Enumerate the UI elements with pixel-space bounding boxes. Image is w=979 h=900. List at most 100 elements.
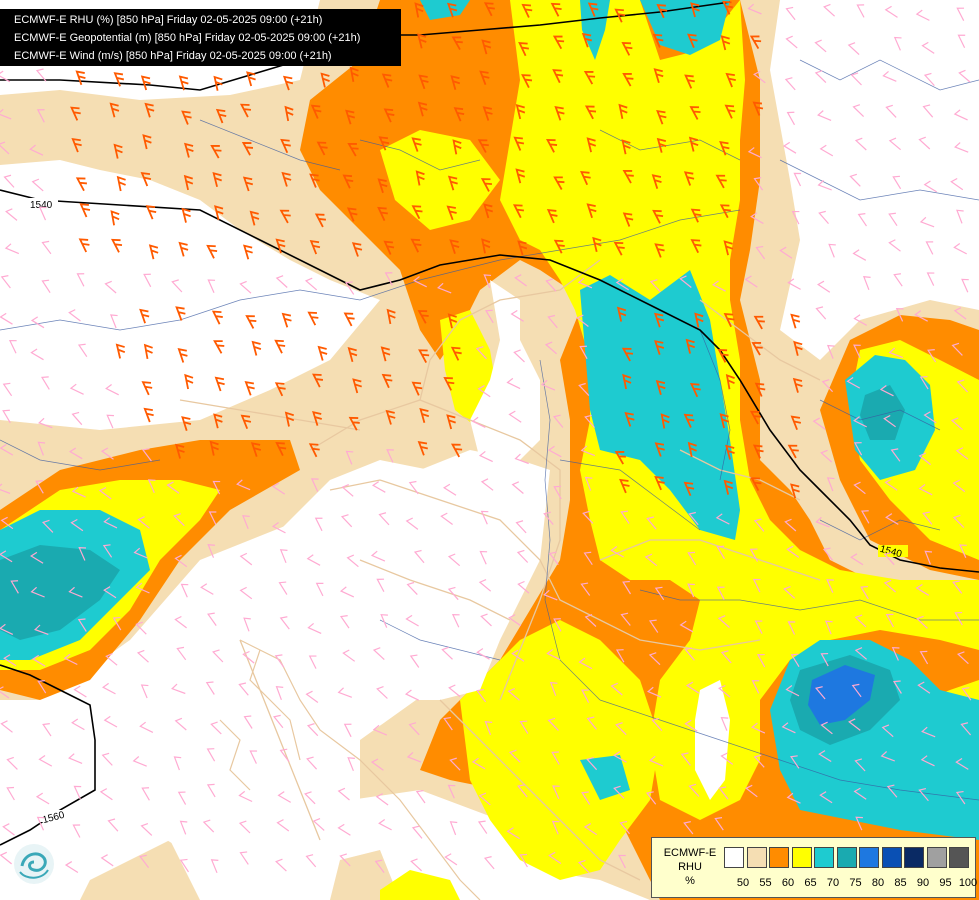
wind-barb-icon bbox=[917, 681, 931, 694]
wind-barb-icon bbox=[30, 348, 44, 361]
wind-barb-icon bbox=[518, 42, 530, 57]
wind-barb-icon bbox=[312, 373, 324, 388]
wind-barb-icon bbox=[581, 791, 591, 805]
legend-tick-label: 80 bbox=[871, 877, 885, 889]
wind-barb-icon bbox=[444, 853, 458, 866]
wind-barb-icon bbox=[141, 787, 150, 801]
wind-barb-icon bbox=[507, 687, 520, 701]
wind-barb-icon bbox=[415, 789, 426, 804]
wind-barb-icon bbox=[279, 748, 290, 762]
wind-barb-icon bbox=[820, 652, 829, 667]
wind-barb-icon bbox=[860, 585, 869, 600]
wind-barb-icon bbox=[955, 758, 969, 770]
wind-barb-icon bbox=[37, 441, 46, 456]
wind-barb-icon bbox=[824, 620, 833, 635]
wind-barb-icon bbox=[884, 5, 898, 18]
wind-barb-icon bbox=[242, 650, 255, 664]
wind-barb-icon bbox=[447, 313, 458, 329]
wind-barb-icon bbox=[754, 382, 766, 397]
wind-barb-icon bbox=[411, 825, 423, 839]
wind-barb-icon bbox=[103, 715, 118, 728]
wind-barb-icon bbox=[787, 621, 796, 635]
wind-barb-icon bbox=[214, 376, 225, 392]
wind-barb-icon bbox=[479, 550, 488, 565]
wind-barb-icon bbox=[826, 344, 835, 359]
wind-barb-icon bbox=[68, 447, 83, 460]
wind-barb-icon bbox=[140, 75, 151, 91]
wind-barb-icon bbox=[148, 244, 159, 260]
wind-barb-icon bbox=[275, 275, 288, 288]
wind-barb-icon bbox=[0, 108, 12, 120]
wind-barb-icon bbox=[280, 138, 291, 154]
wind-barb-icon bbox=[654, 475, 665, 491]
wind-barb-icon bbox=[174, 717, 187, 731]
wind-barb-icon bbox=[250, 442, 262, 457]
wind-barb-icon bbox=[347, 143, 359, 157]
wind-barb-icon bbox=[883, 579, 896, 593]
wind-barb-icon bbox=[275, 238, 286, 254]
wind-barb-icon bbox=[480, 478, 494, 491]
wind-barb-icon bbox=[337, 823, 351, 836]
wind-barb-icon bbox=[41, 240, 52, 255]
wind-barb-icon bbox=[951, 342, 963, 356]
wind-barb-icon bbox=[242, 176, 254, 192]
wind-barb-icon bbox=[347, 347, 358, 363]
wind-barb-icon bbox=[655, 379, 666, 395]
legend-title-variable: RHU bbox=[678, 861, 702, 873]
wind-barb-icon bbox=[471, 416, 486, 428]
wind-barb-icon bbox=[205, 681, 215, 695]
wind-barb-icon bbox=[553, 618, 562, 632]
wind-barb-icon bbox=[275, 858, 287, 872]
wind-barb-icon bbox=[479, 70, 490, 86]
wind-barb-icon bbox=[815, 516, 830, 528]
rh-band-75-80 bbox=[808, 665, 875, 725]
wind-barb-icon bbox=[724, 104, 736, 119]
wind-barb-icon bbox=[822, 547, 834, 561]
wind-barb-icon bbox=[137, 516, 150, 529]
wind-barb-icon bbox=[719, 413, 730, 429]
wind-barb-icon bbox=[343, 312, 355, 327]
wind-barb-icon bbox=[279, 616, 290, 630]
wind-barb-icon bbox=[918, 787, 929, 802]
wind-barb-icon bbox=[309, 239, 321, 255]
wind-barb-icon bbox=[893, 273, 903, 287]
wind-barbs bbox=[0, 0, 972, 874]
wind-barb-icon bbox=[275, 442, 287, 456]
wind-barb-icon bbox=[77, 618, 87, 632]
legend-swatch bbox=[926, 847, 947, 868]
wind-barb-icon bbox=[212, 171, 222, 188]
wind-barb-icon bbox=[349, 66, 359, 82]
wind-barb-icon bbox=[2, 823, 15, 836]
wind-barb-icon bbox=[519, 853, 528, 868]
wind-barb-icon bbox=[112, 616, 122, 631]
country-borders bbox=[179, 259, 821, 881]
wind-barb-icon bbox=[418, 74, 429, 90]
wind-barb-icon bbox=[109, 102, 120, 118]
legend-title-model: ECMWF-E bbox=[663, 847, 717, 859]
legend-swatch bbox=[814, 847, 834, 868]
wind-barb-icon bbox=[552, 35, 565, 50]
wind-barb-icon bbox=[918, 484, 933, 496]
wind-barb-icon bbox=[747, 3, 762, 15]
wind-barb-icon bbox=[679, 620, 694, 633]
wind-barb-icon bbox=[552, 69, 564, 84]
wind-barb-icon bbox=[755, 245, 766, 260]
wind-barb-icon bbox=[723, 240, 734, 256]
wind-barb-icon bbox=[656, 4, 668, 19]
wind-barb-icon bbox=[239, 103, 252, 118]
wind-barb-icon bbox=[4, 243, 20, 255]
wind-barb-icon bbox=[411, 137, 422, 152]
wind-barb-icon bbox=[925, 241, 934, 255]
wind-barb-icon bbox=[785, 35, 798, 49]
wind-barb-icon bbox=[752, 578, 761, 593]
wind-barb-icon bbox=[584, 414, 595, 428]
wind-barb-icon bbox=[452, 139, 462, 155]
wind-barb-icon bbox=[418, 349, 430, 364]
wind-barb-icon bbox=[720, 650, 732, 664]
wind-barb-icon bbox=[166, 481, 180, 494]
wind-barb-icon bbox=[139, 308, 150, 324]
wind-barb-icon bbox=[139, 854, 150, 869]
wind-barb-icon bbox=[345, 450, 354, 465]
wind-barb-icon bbox=[483, 274, 492, 289]
wind-barb-icon bbox=[443, 716, 453, 731]
